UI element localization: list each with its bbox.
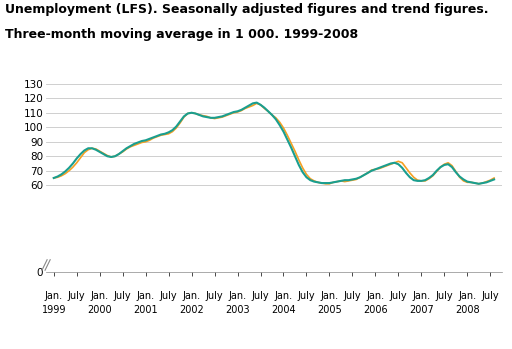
Text: 2004: 2004 [271, 305, 296, 315]
Text: 2002: 2002 [179, 305, 204, 315]
Text: 2000: 2000 [88, 305, 112, 315]
Text: July: July [344, 291, 361, 302]
Text: Jan.: Jan. [321, 291, 338, 302]
Text: Jan.: Jan. [228, 291, 247, 302]
Text: 2007: 2007 [409, 305, 434, 315]
Text: 2008: 2008 [455, 305, 480, 315]
Text: 1999: 1999 [41, 305, 66, 315]
Text: July: July [252, 291, 269, 302]
Text: Jan.: Jan. [137, 291, 155, 302]
Text: Jan.: Jan. [45, 291, 63, 302]
Text: July: July [114, 291, 132, 302]
Text: Jan.: Jan. [274, 291, 292, 302]
Text: 2006: 2006 [363, 305, 388, 315]
Text: Jan.: Jan. [91, 291, 109, 302]
Text: Unemployment (LFS). Seasonally adjusted figures and trend figures.: Unemployment (LFS). Seasonally adjusted … [5, 3, 488, 16]
Text: Three-month moving average in 1 000. 1999-2008: Three-month moving average in 1 000. 199… [5, 28, 358, 41]
Text: July: July [481, 291, 499, 302]
Text: July: July [206, 291, 223, 302]
Text: 2001: 2001 [133, 305, 158, 315]
Text: Jan.: Jan. [183, 291, 201, 302]
Text: July: July [390, 291, 407, 302]
Text: 2005: 2005 [317, 305, 342, 315]
Text: July: July [297, 291, 315, 302]
Text: Jan.: Jan. [458, 291, 476, 302]
Text: July: July [68, 291, 86, 302]
Text: July: July [160, 291, 178, 302]
Text: Jan.: Jan. [412, 291, 431, 302]
Legend: Seasonally adjusted, Trend: Seasonally adjusted, Trend [119, 346, 355, 349]
Text: July: July [436, 291, 453, 302]
Text: Jan.: Jan. [366, 291, 385, 302]
Text: 2003: 2003 [225, 305, 250, 315]
